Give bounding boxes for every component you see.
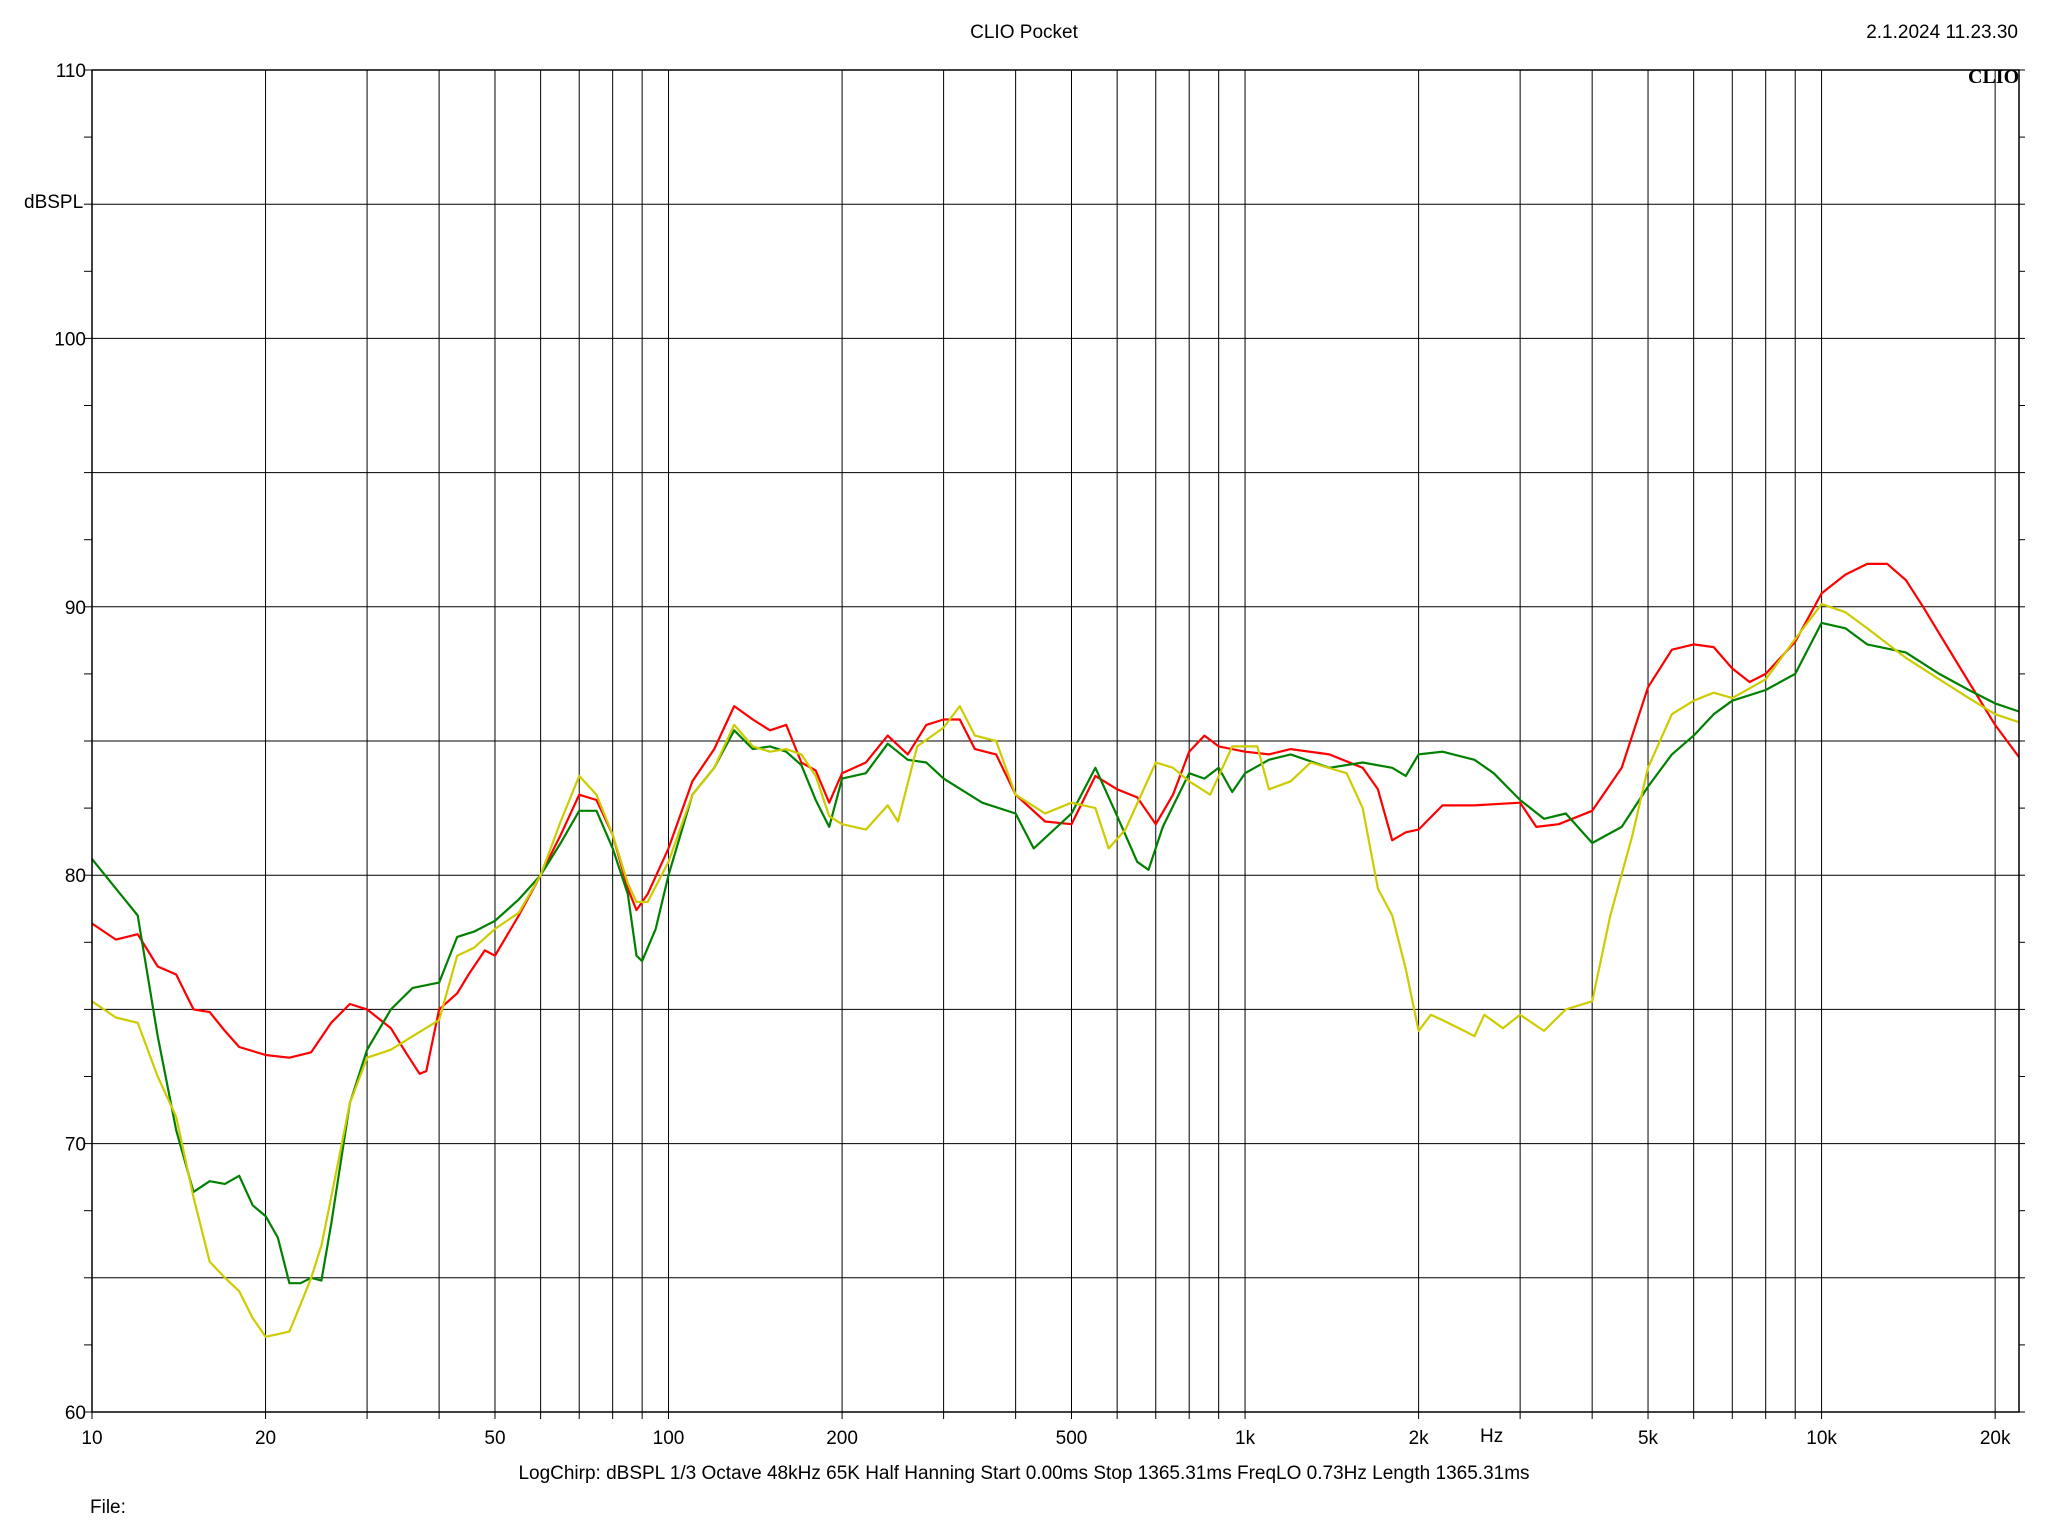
- x-tick-label: 10k: [1806, 1428, 1837, 1449]
- x-tick-label: 100: [653, 1428, 685, 1449]
- y-tick-label: 100: [54, 329, 86, 350]
- y-tick-label: 70: [65, 1135, 86, 1156]
- y-tick-label: 60: [65, 1403, 86, 1424]
- y-tick-label: 110: [56, 61, 86, 82]
- x-tick-label: 200: [826, 1428, 858, 1449]
- measurement-parameters: LogChirp: dBSPL 1/3 Octave 48kHz 65K Hal…: [518, 1463, 1530, 1484]
- x-axis-label: Hz: [1480, 1426, 1504, 1447]
- chart-ticks: 110 100 90 80 70 60 10 20 50 100 200 500 1k 2k 5k 10k 20…: [54, 61, 2025, 1449]
- x-tick-label: 20k: [1980, 1428, 2011, 1449]
- x-tick-label: 500: [1056, 1428, 1088, 1449]
- series-line-1: [91, 562, 2020, 1075]
- chart-title: CLIO Pocket: [970, 22, 1078, 43]
- x-tick-label: 20: [255, 1428, 276, 1449]
- x-tick-label: 50: [484, 1428, 505, 1449]
- y-tick-label: 80: [65, 866, 86, 887]
- x-tick-label: 1k: [1235, 1428, 1256, 1449]
- y-axis-label: dBSPL: [24, 192, 84, 213]
- chart-series: [91, 562, 2020, 1338]
- series-line-2: [91, 621, 2020, 1285]
- clio-logo: CLIO: [1968, 66, 2020, 88]
- x-tick-label: 10: [81, 1428, 102, 1449]
- chart-grid: [91, 70, 2019, 1412]
- timestamp: 2.1.2024 11.23.30: [1866, 22, 2018, 43]
- y-tick-label: 90: [65, 598, 86, 619]
- x-tick-label: 2k: [1409, 1428, 1430, 1449]
- series-line-3: [91, 603, 2020, 1338]
- file-label: File:: [90, 1497, 126, 1518]
- x-tick-label: 5k: [1638, 1428, 1659, 1449]
